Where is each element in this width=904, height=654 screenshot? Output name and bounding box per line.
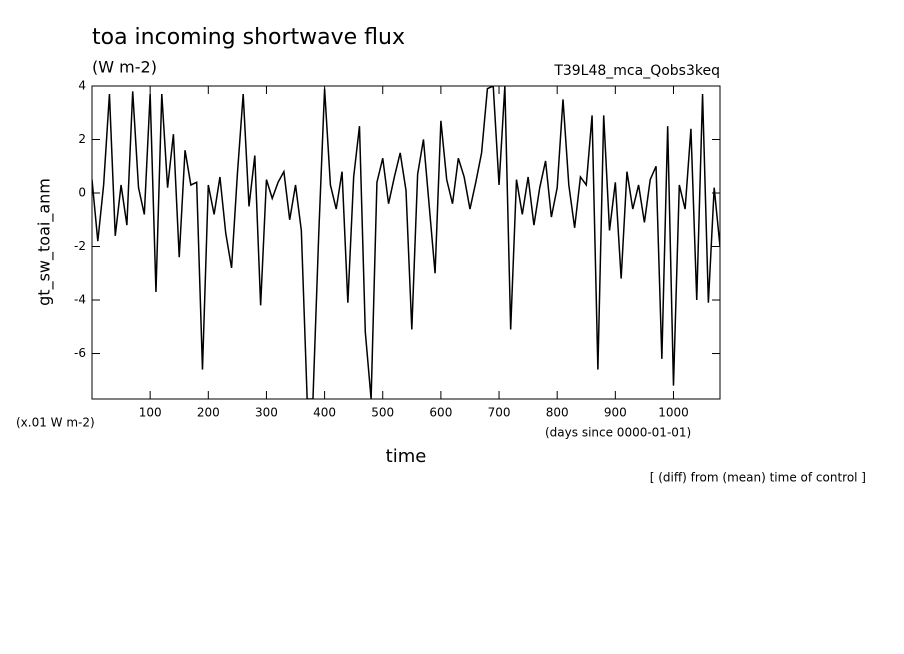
y-unit-note: (x.01 W m-2)	[16, 416, 95, 430]
plot-frame	[91, 85, 721, 400]
x-tick-label: 700	[488, 406, 511, 420]
chart-subtitle: (W m-2)	[92, 58, 157, 77]
x-tick-label: 800	[546, 406, 569, 420]
y-tick-label: 2	[78, 132, 86, 146]
x-tick-label: 300	[255, 406, 278, 420]
data-line	[92, 86, 720, 399]
y-tick-label: -2	[74, 239, 86, 253]
footnote: [ (diff) from (mean) time of control ]	[650, 471, 866, 485]
x-tick-label: 1000	[658, 406, 689, 420]
x-tick-label: 600	[429, 406, 452, 420]
x-unit-note: (days since 0000-01-01)	[545, 426, 691, 440]
x-tick-label: 100	[139, 406, 162, 420]
y-axis-label: gt_sw_toai_anm	[35, 178, 55, 306]
chart-title: toa incoming shortwave flux	[92, 25, 405, 50]
x-tick-label: 500	[371, 406, 394, 420]
y-tick-label: -4	[74, 293, 86, 307]
run-label: T39L48_mca_Qobs3keq	[553, 63, 720, 79]
y-tick-label: 0	[78, 186, 86, 200]
x-axis-label: time	[386, 446, 427, 467]
x-tick-label: 200	[197, 406, 220, 420]
y-tick-label: 4	[78, 79, 86, 93]
x-tick-label: 900	[604, 406, 627, 420]
x-tick-label: 400	[313, 406, 336, 420]
y-tick-label: -6	[74, 346, 86, 360]
